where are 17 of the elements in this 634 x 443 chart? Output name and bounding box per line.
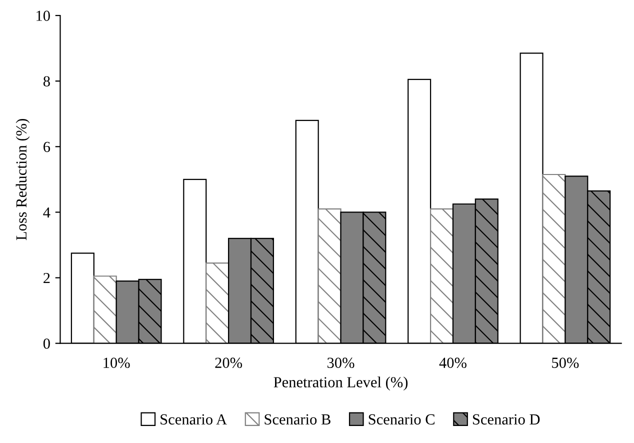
- legend-label: Scenario D: [473, 414, 540, 425]
- x-tick-label: 10%: [104, 358, 130, 368]
- y-tick-label: 10: [36, 10, 50, 21]
- legend-label: Scenario A: [160, 414, 227, 425]
- x-tick-label: 40%: [439, 358, 466, 368]
- x-axis-title: Penetration Level (%): [274, 376, 408, 390]
- x-tick-label: 20%: [215, 358, 242, 368]
- x-tick-label: 30%: [328, 358, 354, 368]
- y-tick-label: 8: [43, 76, 50, 87]
- x-tick-label: 50%: [552, 358, 579, 368]
- y-tick-label: 0: [43, 338, 50, 349]
- y-tick-label: 2: [44, 272, 50, 284]
- y-axis-title: Loss Reduction (%): [16, 118, 30, 240]
- legend-label: Scenario B: [264, 414, 330, 425]
- y-tick-label: 6: [44, 142, 50, 152]
- y-tick-label: 4: [43, 207, 50, 218]
- legend-label: Scenario C: [368, 414, 434, 425]
